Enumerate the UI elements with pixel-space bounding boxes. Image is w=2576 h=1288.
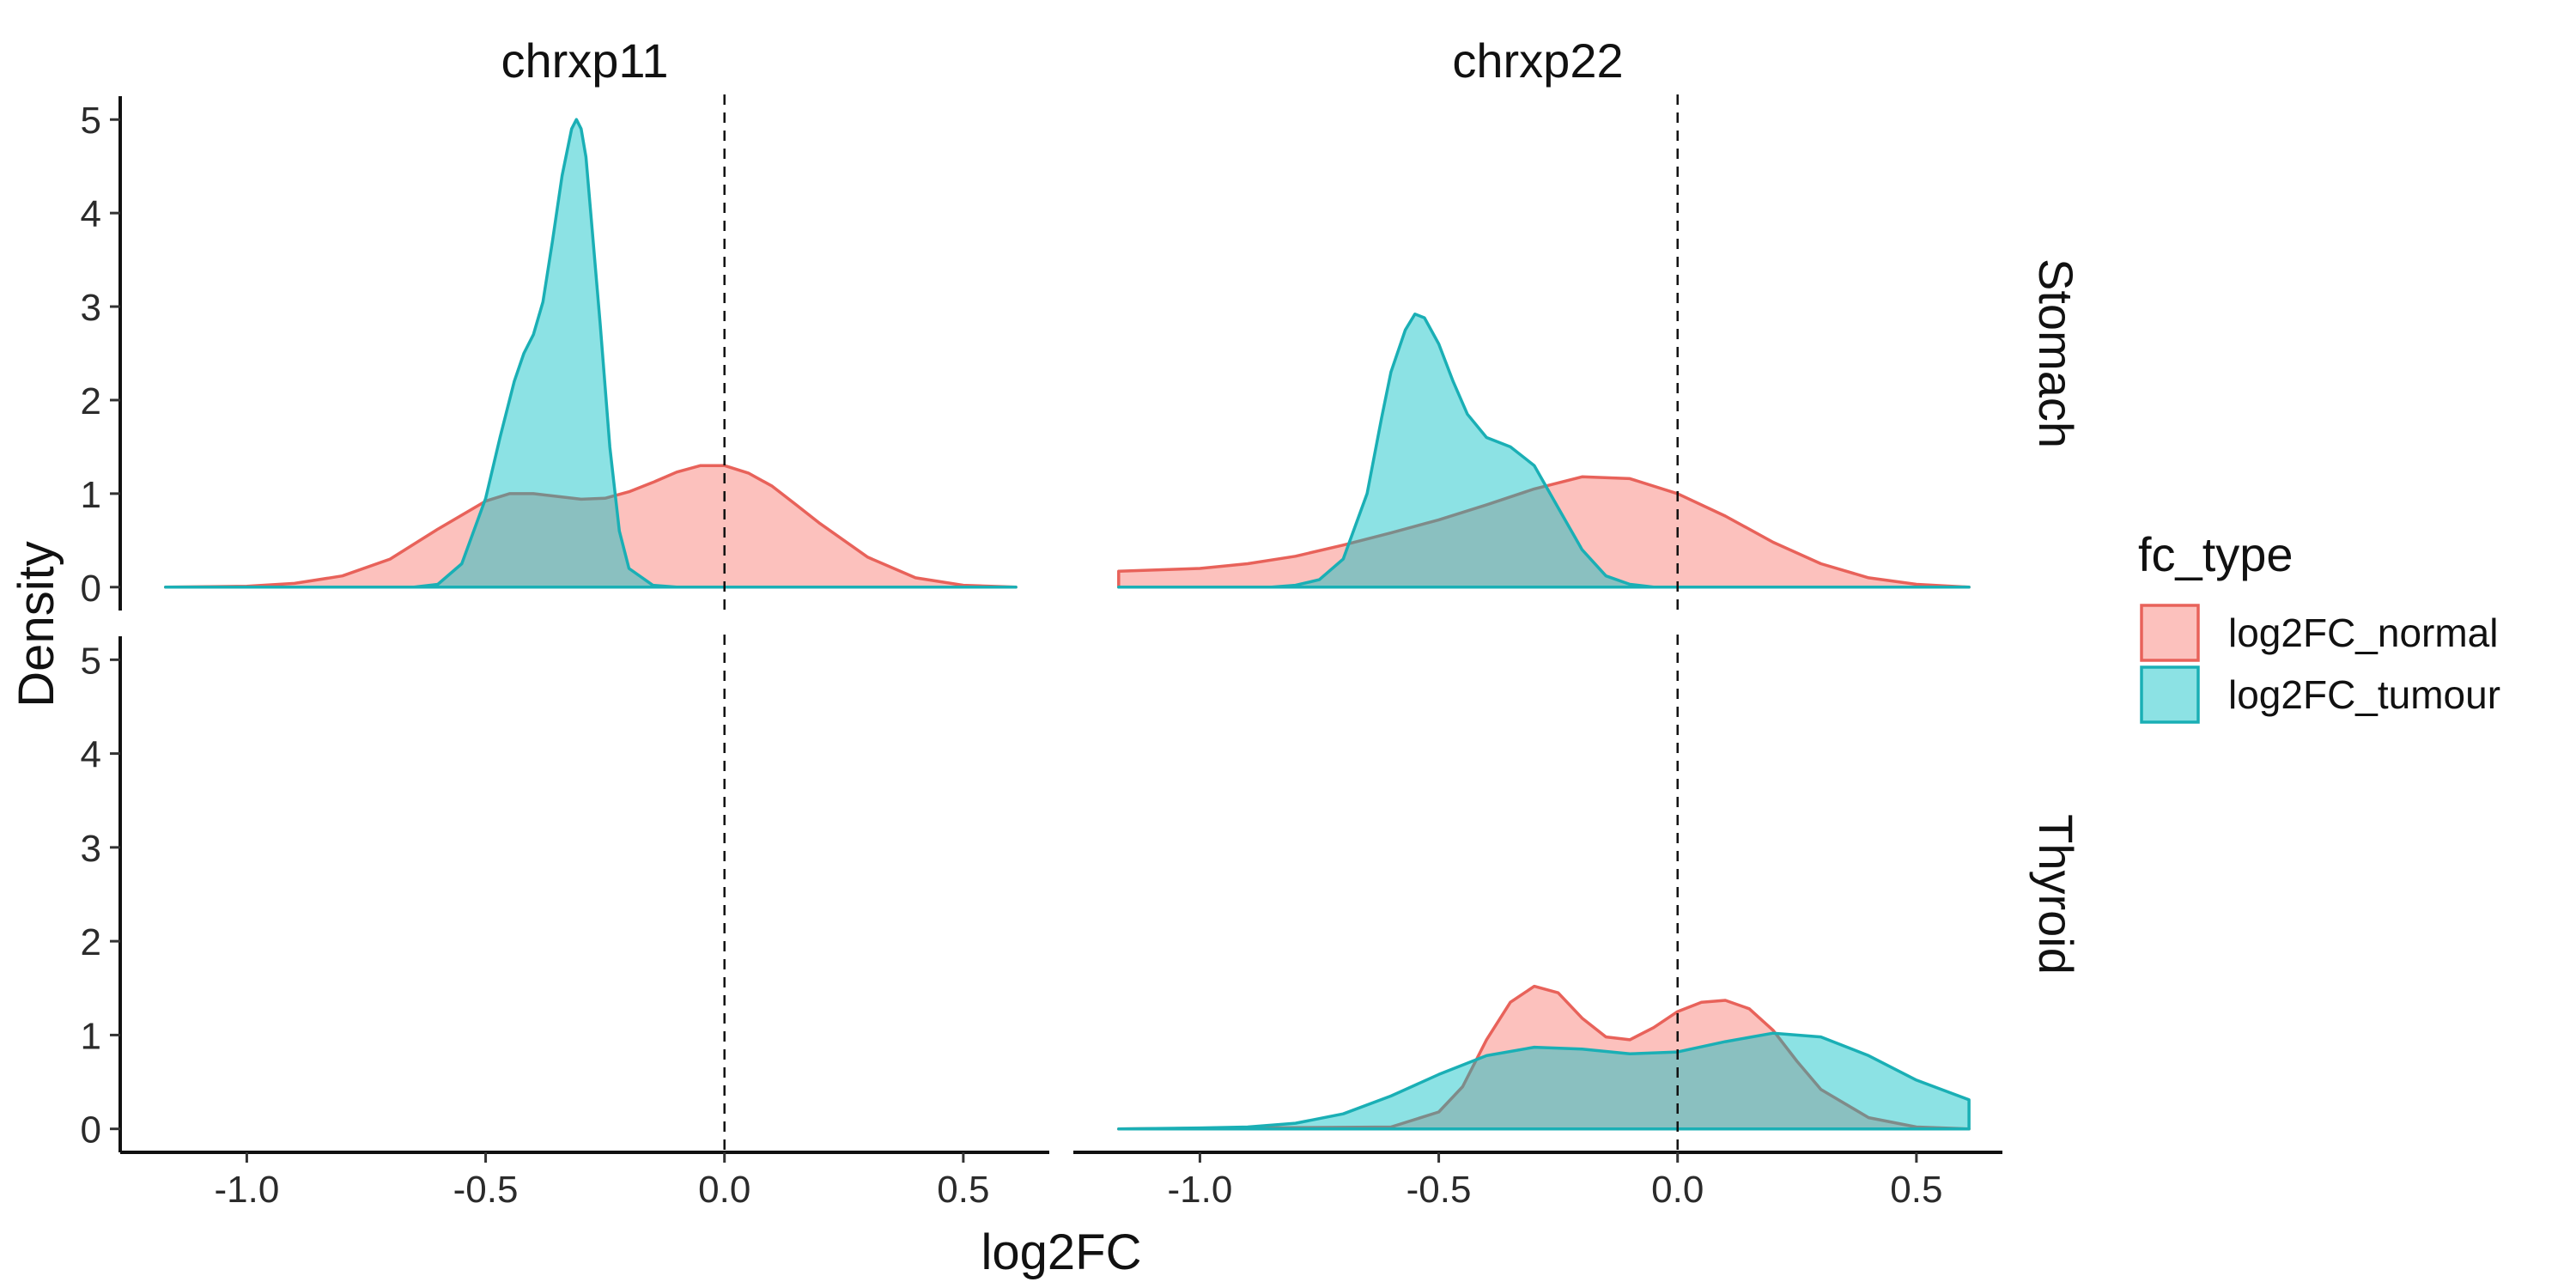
- density-area-log2fc-normal-chrxp22-thyroid: [1117, 984, 1971, 1131]
- x-axis-title: log2FC: [981, 1224, 1142, 1280]
- legend-label-log2fc-tumour: log2FC_tumour: [2228, 672, 2500, 717]
- density-area-log2fc-tumour-chrxp22-stomach: [1117, 313, 1971, 589]
- x-tick-label-chrxp11-1: -0.5: [453, 1169, 519, 1211]
- axes-layer: 0 1 2 3 4 5 0 1 2 3 4 5 -1.0 -0.5 0.0 0.5 -1.0 -0.5 0.0 0.5: [81, 96, 2002, 1211]
- panel-chrxp11-stomach: [164, 94, 1018, 612]
- legend-key-log2fc-tumour: [2140, 665, 2200, 724]
- facet-strip-chrxp11: chrxp11: [501, 33, 668, 88]
- facet-strip-stomach: Stomach: [2029, 258, 2083, 448]
- legend: fc_type log2FC_normal log2FC_tumour: [2138, 527, 2500, 724]
- x-tick-label-chrxp22-1: -0.5: [1406, 1169, 1472, 1211]
- y-tick-label-stomach-4: 4: [81, 193, 101, 235]
- y-tick-label-thyroid-3: 3: [81, 828, 101, 870]
- y-tick-label-stomach-3: 3: [81, 287, 101, 329]
- facet-strip-chrxp22: chrxp22: [1452, 33, 1623, 88]
- panel-chrxp22-stomach: [1117, 94, 1971, 612]
- panels-layer: [164, 94, 1971, 1154]
- density-area-log2fc-normal-chrxp22-stomach: [1117, 475, 1971, 589]
- y-tick-label-thyroid-1: 1: [81, 1015, 101, 1057]
- density-area-log2fc-tumour-chrxp22-thyroid: [1117, 1031, 1971, 1131]
- y-tick-label-stomach-5: 5: [81, 100, 101, 142]
- x-tick-label-chrxp11-0: -1.0: [215, 1169, 280, 1211]
- legend-title: fc_type: [2138, 527, 2293, 581]
- facet-column-label-chrxp11: chrxp11: [501, 33, 668, 88]
- legend-label-log2fc-normal: log2FC_normal: [2228, 611, 2498, 655]
- y-axis-title: Density: [9, 541, 64, 707]
- x-tick-label-chrxp11-2: 0.0: [698, 1169, 750, 1211]
- facet-row-label-stomach: Stomach: [2029, 258, 2083, 448]
- density-area-log2fc-normal-chrxp11-stomach: [164, 464, 1018, 589]
- y-tick-label-thyroid-5: 5: [81, 640, 101, 682]
- x-tick-label-chrxp22-0: -1.0: [1168, 1169, 1233, 1211]
- legend-key-log2fc-normal: [2140, 604, 2200, 662]
- facet-row-label-thyroid: Thyroid: [2029, 814, 2083, 975]
- y-tick-label-stomach-1: 1: [81, 474, 101, 516]
- y-tick-label-thyroid-0: 0: [81, 1109, 101, 1151]
- x-tick-label-chrxp22-2: 0.0: [1651, 1169, 1704, 1211]
- facet-column-label-chrxp22: chrxp22: [1452, 33, 1623, 88]
- y-tick-label-stomach-2: 2: [81, 380, 101, 422]
- y-tick-label-thyroid-2: 2: [81, 921, 101, 963]
- y-tick-label-stomach-0: 0: [81, 568, 101, 610]
- x-tick-label-chrxp22-3: 0.5: [1890, 1169, 1942, 1211]
- x-tick-label-chrxp11-3: 0.5: [937, 1169, 989, 1211]
- density-area-log2fc-tumour-chrxp11-stomach: [164, 118, 1018, 589]
- y-tick-label-thyroid-4: 4: [81, 734, 101, 776]
- facet-strip-thyroid: Thyroid: [2029, 814, 2083, 975]
- panel-chrxp22-thyroid: [1117, 635, 1971, 1154]
